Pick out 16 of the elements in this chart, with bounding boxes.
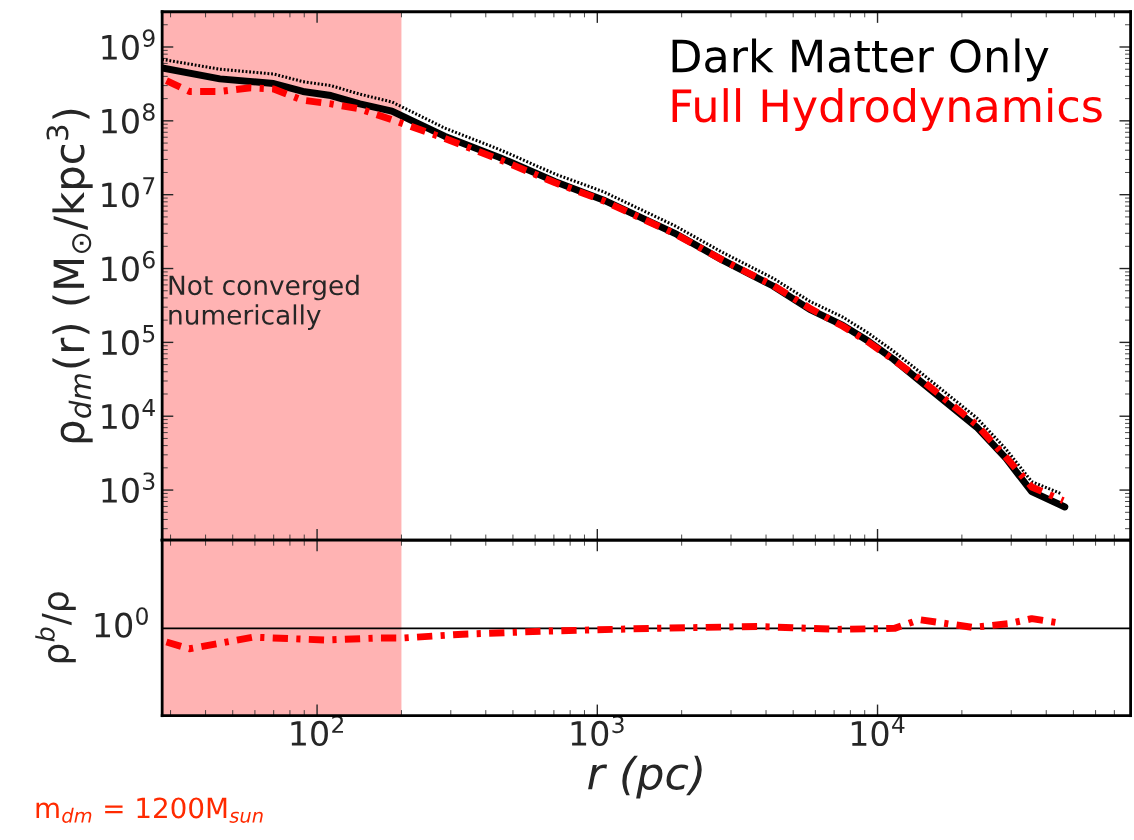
band-label: Not converged numerically xyxy=(169,274,359,330)
y-tick-label: 10$^{4}$ xyxy=(102,398,155,430)
y-tick-label: 10$^{7}$ xyxy=(102,177,155,208)
text: Full Hydrodynamics xyxy=(672,88,1102,132)
text: m$_{dm}$ = 1200M$_{sun}$ xyxy=(36,797,263,823)
text: 10$^{0}$ xyxy=(95,607,148,638)
y-axis-title: ρ$^{b}$/ρ xyxy=(35,592,76,663)
y-tick-label: 10$^{5}$ xyxy=(102,325,155,356)
y-tick-label: 10$^{6}$ xyxy=(102,250,155,282)
x-tick-label: 10$^{4}$ xyxy=(851,715,905,747)
y-tick-label: 10$^{9}$ xyxy=(102,29,155,60)
x-axis-title: r (pc) xyxy=(588,755,702,799)
y-tick-label: 10$^{8}$ xyxy=(102,103,155,134)
text: Dark Matter Only xyxy=(672,38,1049,82)
y-axis-title: ρ$_{dm}$(r) (M$_{⊙}$/kpc$^{3}$) xyxy=(46,109,93,443)
y-tick-label: 10$^{3}$ xyxy=(102,472,155,503)
